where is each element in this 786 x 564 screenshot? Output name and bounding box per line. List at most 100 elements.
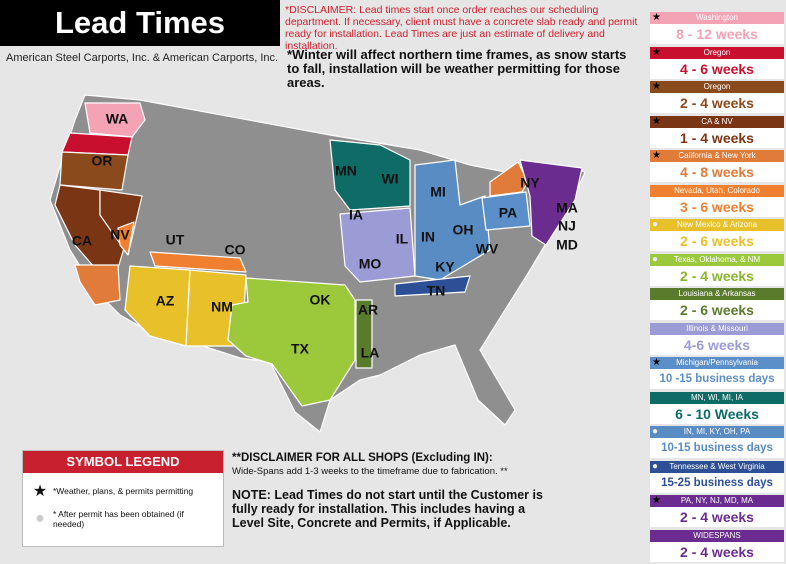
- state-label: OR: [92, 153, 113, 169]
- legend-header: ●Texas, Oklahoma, & NM: [650, 254, 784, 266]
- legend-header: ★ Oregon: [650, 81, 784, 93]
- legend-header: MN, WI, MI, IA: [650, 392, 784, 404]
- state-label: UT: [166, 232, 185, 248]
- state-label: CA: [72, 233, 92, 249]
- legend-row: ★ California & New York 4 - 8 weeks: [650, 150, 784, 185]
- legend-header: ★ PA, NY, NJ, MD, MA: [650, 495, 784, 507]
- legend-time: 1 - 4 weeks: [650, 128, 784, 148]
- legend-region: Oregon: [704, 48, 731, 57]
- state-label: NV: [110, 227, 130, 243]
- state-label: NM: [211, 299, 233, 315]
- legend-time: 3 - 6 weeks: [650, 197, 784, 217]
- legend-region: California & New York: [678, 151, 755, 160]
- shops-disclaimer: **DISCLAIMER FOR ALL SHOPS (Excluding IN…: [232, 452, 562, 477]
- star-icon: ★: [652, 81, 661, 93]
- legend-time: 2 - 6 weeks: [650, 231, 784, 251]
- legend-region: WIDESPANS: [693, 531, 740, 540]
- star-icon: ★: [652, 12, 661, 24]
- state-label: TX: [291, 341, 310, 357]
- shops-title: **DISCLAIMER FOR ALL SHOPS (Excluding IN…: [232, 452, 562, 464]
- state-label: WA: [106, 111, 129, 127]
- legend-time: 2 - 4 weeks: [650, 93, 784, 113]
- dot-icon: ●: [31, 510, 49, 528]
- state-ca-south: [75, 265, 120, 305]
- legend-region: Michigan/Pennsylvania: [676, 358, 758, 367]
- star-icon: ★: [31, 481, 49, 501]
- legend-region: Oregon: [704, 82, 731, 91]
- legend-time: 4 - 6 weeks: [650, 59, 784, 79]
- subtitle: American Steel Carports, Inc. & American…: [6, 52, 278, 64]
- state-label: IL: [396, 231, 409, 247]
- dot-icon: ●: [652, 426, 658, 438]
- state-label: MD: [556, 237, 578, 253]
- state-label: AR: [358, 302, 378, 318]
- state-label: IA: [349, 207, 363, 223]
- dot-icon: ●: [652, 254, 658, 266]
- legend-time: 4-6 weeks: [650, 335, 784, 355]
- symbol-text: *Weather, plans, & permits permitting: [53, 486, 193, 496]
- symbol-legend: SYMBOL LEGEND ★ *Weather, plans, & permit…: [22, 450, 224, 547]
- legend-row: ★ Oregon 2 - 4 weeks: [650, 81, 784, 116]
- legend-time: 10-15 business days: [650, 438, 784, 458]
- state-label: TN: [427, 283, 446, 299]
- symbol-legend-title: SYMBOL LEGEND: [23, 451, 223, 473]
- legend-header: Nevada, Utah, Colorado: [650, 185, 784, 197]
- legend-header: ● IN, MI, KY, OH, PA: [650, 426, 784, 438]
- legend-time: 10 -15 business days: [650, 369, 784, 389]
- legend-region: Washington: [696, 13, 738, 22]
- legend-time: 2 - 6 weeks: [650, 300, 784, 320]
- legend-region: New Mexico & Arizona: [677, 220, 757, 229]
- state-or-north: [62, 133, 132, 155]
- legend-header: ● New Mexico & Arizona: [650, 219, 784, 231]
- legend-region: Illinois & Missouri: [686, 324, 748, 333]
- legend-time: 8 - 12 weeks: [650, 24, 784, 44]
- shops-text: Wide-Spans add 1-3 weeks to the timefram…: [232, 466, 562, 477]
- star-icon: ★: [652, 47, 661, 59]
- state-label: MI: [430, 184, 446, 200]
- state-label: MN: [335, 163, 357, 179]
- state-label: MA: [556, 200, 578, 216]
- legend-time: 4 - 8 weeks: [650, 162, 784, 182]
- winter-note: *Winter will affect northern time frames…: [287, 48, 627, 90]
- dot-icon: ●: [652, 461, 658, 473]
- dot-icon: ●: [652, 219, 658, 231]
- state-label: LA: [361, 345, 380, 361]
- legend-region: IN, MI, KY, OH, PA: [684, 427, 750, 436]
- legend-time: 15-25 business days: [650, 473, 784, 493]
- disclaimer: *DISCLAIMER: Lead times start once order…: [285, 4, 655, 52]
- star-icon: ★: [652, 150, 661, 162]
- legend-time: 2 - 4 weeks: [650, 266, 784, 286]
- legend-time: 6 - 10 Weeks: [650, 404, 784, 424]
- title: Lead Times: [0, 0, 280, 46]
- legend-header: ★ Washington: [650, 12, 784, 24]
- legend-header: ★ Oregon: [650, 47, 784, 59]
- state-label: NY: [520, 175, 540, 191]
- symbol-item: ★ *Weather, plans, & permits permitting: [31, 481, 217, 501]
- legend-region: PA, NY, NJ, MD, MA: [681, 496, 753, 505]
- legend-header: ★ California & New York: [650, 150, 784, 162]
- legend-row: ● IN, MI, KY, OH, PA 10-15 business days: [650, 426, 784, 461]
- note: NOTE: Lead Times do not start until the …: [232, 488, 552, 530]
- symbol-text: * After permit has been obtained (if nee…: [53, 509, 217, 529]
- legend-header: ★ CA & NV: [650, 116, 784, 128]
- state-label: MO: [359, 256, 382, 272]
- legend-header: Illinois & Missouri: [650, 323, 784, 335]
- legend-row: ★ CA & NV 1 - 4 weeks: [650, 116, 784, 151]
- legend-header: ★Michigan/Pennsylvania: [650, 357, 784, 369]
- state-label: KY: [435, 259, 455, 275]
- legend-row: ● New Mexico & Arizona 2 - 6 weeks: [650, 219, 784, 254]
- star-icon: ★: [652, 116, 661, 128]
- legend-header: Louisiana & Arkansas: [650, 288, 784, 300]
- legend-region: CA & NV: [701, 117, 733, 126]
- legend-row: ★ Washington 8 - 12 weeks: [650, 12, 784, 47]
- state-label: WI: [381, 171, 398, 187]
- star-icon: ★: [652, 495, 661, 507]
- state-label: CO: [225, 242, 246, 258]
- legend-region: Louisiana & Arkansas: [679, 289, 756, 298]
